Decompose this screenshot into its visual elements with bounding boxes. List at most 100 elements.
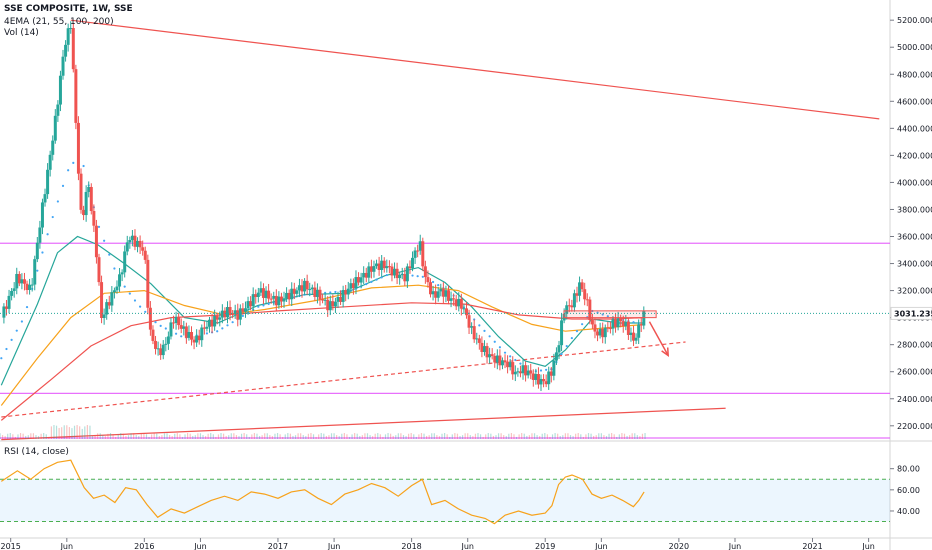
- volume-bar: [539, 436, 541, 439]
- ema-200-dot: [596, 311, 599, 314]
- candle-body: [177, 316, 181, 326]
- candle-body: [588, 299, 592, 321]
- candle-body: [136, 240, 140, 247]
- resistance-box: [563, 310, 657, 319]
- candle-body: [297, 285, 301, 291]
- candle-body: [28, 284, 32, 290]
- candle-body: [431, 291, 435, 295]
- volume-bar: [176, 433, 178, 439]
- candle-body: [94, 225, 98, 258]
- candle-body: [274, 295, 278, 306]
- candle-body: [321, 299, 325, 301]
- candle-body: [10, 291, 14, 296]
- price-axis-label: 2800.0000: [897, 341, 932, 350]
- time-axis-label: Jun: [327, 542, 341, 550]
- volume-bar: [240, 433, 243, 439]
- candle-body: [48, 154, 52, 170]
- volume-bar: [621, 433, 623, 439]
- candle-body: [611, 319, 615, 329]
- volume-bar: [222, 433, 225, 439]
- ema-200-dot: [159, 324, 162, 328]
- ema-200-dot: [97, 225, 101, 228]
- ema-200-dot: [375, 278, 378, 281]
- volume-bar: [366, 433, 369, 439]
- candle-body: [421, 241, 425, 267]
- volume-bar: [408, 433, 410, 439]
- volume-bar: [567, 433, 569, 439]
- candle-body: [17, 273, 21, 284]
- candle-body: [118, 274, 122, 287]
- volume-bar: [629, 435, 631, 439]
- volume-legend: Vol (14): [4, 28, 39, 38]
- candle-body: [35, 242, 39, 260]
- candle-body: [554, 352, 558, 361]
- volume-bar: [631, 433, 633, 439]
- volume-bar: [133, 433, 135, 439]
- volume-bar: [587, 433, 590, 439]
- ema-200-dot: [123, 285, 126, 288]
- candle-body: [472, 326, 476, 340]
- volume-bar: [45, 434, 47, 439]
- volume-bar: [207, 433, 209, 439]
- price-axis-label: 4400.0000: [897, 124, 932, 133]
- candle-body: [580, 282, 584, 290]
- candle-body: [395, 268, 399, 279]
- volume-bar: [68, 427, 70, 439]
- price-axis-label: 5000.0000: [897, 43, 932, 52]
- volume-bar: [271, 436, 274, 439]
- candle-body: [15, 273, 19, 289]
- ema-200-dot: [473, 318, 476, 321]
- volume-bar: [557, 433, 559, 439]
- volume-bar: [9, 433, 11, 439]
- candle-body: [346, 288, 350, 295]
- volume-bar: [0, 433, 1, 439]
- candle-body: [436, 291, 440, 298]
- price-axis-label: 4600.0000: [897, 97, 932, 106]
- volume-bar: [287, 433, 289, 439]
- volume-bar: [120, 433, 122, 439]
- volume-bar: [30, 433, 32, 439]
- volume-bar: [533, 433, 536, 439]
- candle-body: [20, 279, 24, 284]
- trendline: [1, 407, 726, 441]
- candle-body: [457, 298, 461, 307]
- candle-body: [249, 301, 253, 307]
- volume-bar: [76, 425, 78, 439]
- volume-bar: [66, 425, 68, 439]
- volume-bar: [341, 433, 343, 439]
- candle-body: [102, 314, 106, 318]
- candle-body: [46, 169, 50, 195]
- candle-body: [536, 374, 540, 385]
- candle-body: [12, 288, 16, 292]
- ema-200-dot: [0, 357, 3, 360]
- volume-bar: [590, 433, 592, 439]
- candle-body: [506, 361, 510, 368]
- candle-body: [159, 348, 163, 356]
- volume-bar: [156, 433, 158, 439]
- ema-200-dot: [514, 358, 517, 362]
- candle-body: [115, 286, 119, 291]
- volume-bar: [541, 433, 543, 439]
- volume-bar: [505, 436, 507, 439]
- price-axis-label: 4800.0000: [897, 70, 932, 79]
- volume-bar: [61, 427, 63, 439]
- time-axis-label: 2016: [134, 542, 154, 550]
- ema-200-dots: [0, 161, 645, 373]
- candle-body: [190, 332, 194, 340]
- volume-bar: [575, 433, 577, 439]
- candle-body: [372, 266, 376, 272]
- candle-body: [4, 306, 8, 309]
- ema-200-dot: [437, 284, 440, 287]
- candle-body: [305, 280, 309, 290]
- ema-200-dot: [545, 368, 548, 371]
- volume-bar: [289, 433, 291, 439]
- volume-bar: [130, 433, 132, 439]
- candle-body: [405, 266, 409, 282]
- volume-bar: [425, 435, 428, 439]
- candle-body: [349, 283, 353, 289]
- candle-body: [598, 328, 602, 336]
- volume-bar: [269, 435, 271, 439]
- candle-body: [596, 331, 600, 336]
- candle-body: [141, 247, 145, 251]
